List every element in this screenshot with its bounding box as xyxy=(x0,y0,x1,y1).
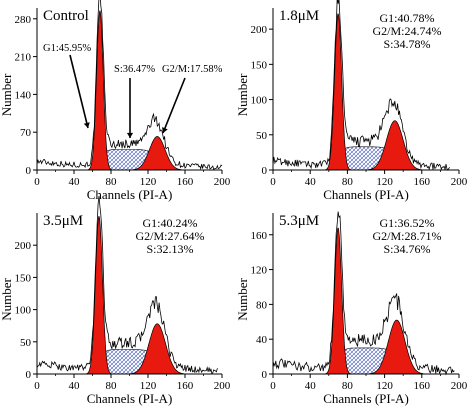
g1-peak xyxy=(323,227,352,375)
y-tick-label: 210 xyxy=(15,52,32,64)
y-tick-label: 50 xyxy=(20,337,32,349)
g1-peak xyxy=(324,13,352,171)
x-tick-label: 160 xyxy=(414,176,431,188)
x-tick-label: 0 xyxy=(270,380,276,392)
y-tick-label: 150 xyxy=(251,59,268,71)
phase-stat: G2/M:28.71% xyxy=(373,229,442,243)
y-axis-label: Number xyxy=(0,278,14,321)
x-axis-label: Channels (PI-A) xyxy=(323,391,409,406)
phase-stat: S:34.78% xyxy=(383,37,430,51)
x-axis-label: Channels (PI-A) xyxy=(87,391,173,406)
g1-arrow xyxy=(69,54,89,129)
x-tick-label: 0 xyxy=(270,176,276,188)
x-tick-label: 40 xyxy=(69,380,81,392)
phase-stat: G2/M:17.58% xyxy=(162,64,223,75)
y-tick-label: 160 xyxy=(251,230,268,242)
y-tick-label: 200 xyxy=(15,240,32,252)
condition-label: 5.3μM xyxy=(279,213,319,229)
x-axis-label: Channels (PI-A) xyxy=(323,187,409,202)
histogram-panel-3: 0 50 100 150 200 0 40 80 120 160 200 Channels (PI-A… xyxy=(0,195,231,406)
histogram-line xyxy=(272,211,455,376)
x-tick-label: 40 xyxy=(305,176,317,188)
y-tick-label: 50 xyxy=(256,130,268,142)
y-tick-label: 100 xyxy=(15,305,32,317)
y-tick-label: 150 xyxy=(15,272,32,284)
phase-stat: S:32.13% xyxy=(146,242,193,256)
g2m-arrow xyxy=(162,77,186,134)
y-tick-label: 80 xyxy=(256,299,268,311)
x-tick-label: 80 xyxy=(106,176,118,188)
y-tick-label: 140 xyxy=(15,89,32,101)
histogram-line xyxy=(36,195,218,375)
arrow-head xyxy=(126,132,134,138)
x-tick-label: 120 xyxy=(376,380,393,392)
g2m-peak xyxy=(369,319,424,375)
y-axis-label: Number xyxy=(235,278,250,321)
phase-stat: S:34.76% xyxy=(383,242,430,256)
y-tick-label: 0 xyxy=(26,369,32,381)
x-tick-label: 200 xyxy=(214,176,231,188)
phase-stat: G2/M:24.74% xyxy=(373,24,442,38)
phase-stat: G1:45.95% xyxy=(43,43,91,54)
g2m-peak xyxy=(130,323,184,375)
g1-peak xyxy=(86,9,113,171)
x-tick-label: 160 xyxy=(414,380,431,392)
phase-stat: G1:40.24% xyxy=(143,216,198,230)
x-tick-label: 200 xyxy=(451,380,468,392)
x-tick-label: 200 xyxy=(214,380,231,392)
condition-label: 3.5μM xyxy=(43,213,83,229)
y-tick-label: 0 xyxy=(262,369,268,381)
y-tick-label: 70 xyxy=(20,127,32,139)
x-tick-label: 120 xyxy=(140,380,157,392)
y-axis-label: Number xyxy=(235,73,250,116)
phase-stat: S:36.47% xyxy=(114,64,155,75)
g1-peak xyxy=(84,215,113,375)
y-tick-label: 40 xyxy=(256,334,268,346)
x-tick-label: 160 xyxy=(177,380,194,392)
phase-stat: G2/M:27.64% xyxy=(136,229,205,243)
x-tick-label: 80 xyxy=(342,380,354,392)
condition-label: 1.8μM xyxy=(279,8,319,24)
histogram-panel-4: 0 40 80 120 160 0 40 80 120 160 200 Channels (PI-A)… xyxy=(235,211,468,406)
arrow-head xyxy=(162,127,168,133)
x-tick-label: 160 xyxy=(177,176,194,188)
y-tick-label: 0 xyxy=(262,165,268,177)
x-tick-label: 200 xyxy=(451,176,468,188)
phase-stat: G1:36.52% xyxy=(380,216,435,230)
x-tick-label: 0 xyxy=(34,380,40,392)
y-tick-label: 100 xyxy=(251,95,268,107)
x-tick-label: 120 xyxy=(376,176,393,188)
histogram-panel-2: 0 50 100 150 200 0 40 80 120 160 200 Channels (PI-A… xyxy=(235,0,468,202)
x-tick-label: 120 xyxy=(140,176,157,188)
y-tick-label: 0 xyxy=(26,165,32,177)
condition-label: Control xyxy=(43,8,89,24)
phase-stat: G1:40.78% xyxy=(380,11,435,25)
arrow-head xyxy=(83,122,90,128)
x-tick-label: 0 xyxy=(34,176,40,188)
y-tick-label: 200 xyxy=(251,24,268,36)
x-tick-label: 40 xyxy=(69,176,81,188)
y-tick-label: 120 xyxy=(251,265,268,277)
histogram-panel-1: 0 70 140 210 280 0 40 80 120 160 200 Channels (PI-A… xyxy=(0,0,231,202)
y-axis-label: Number xyxy=(0,73,14,116)
histogram-line xyxy=(272,0,451,171)
x-tick-label: 80 xyxy=(106,380,118,392)
histogram-line xyxy=(36,0,223,171)
g2m-peak xyxy=(132,136,183,171)
x-tick-label: 40 xyxy=(305,380,317,392)
y-tick-label: 280 xyxy=(15,14,32,26)
g2m-peak xyxy=(367,120,422,171)
x-tick-label: 80 xyxy=(342,176,354,188)
x-axis-label: Channels (PI-A) xyxy=(87,187,173,202)
